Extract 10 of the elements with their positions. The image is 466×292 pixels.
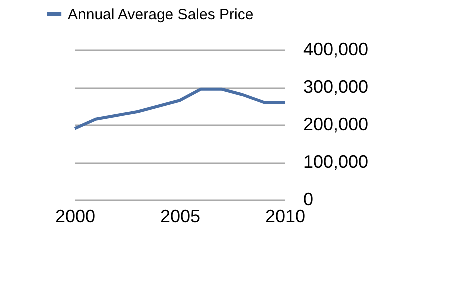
y-tick-label: 300,000 [304,77,369,97]
x-tick-label: 2010 [265,206,306,226]
y-tick-label: 0 [304,190,314,210]
y-tick-label: 400,000 [304,40,369,60]
legend-label: Annual Average Sales Price [68,6,254,24]
y-tick-label: 200,000 [304,114,369,134]
line-series [74,88,286,130]
x-tick-label: 2000 [55,206,96,226]
y-tick-label: 100,000 [304,152,369,172]
x-tick-label: 2005 [160,206,201,226]
